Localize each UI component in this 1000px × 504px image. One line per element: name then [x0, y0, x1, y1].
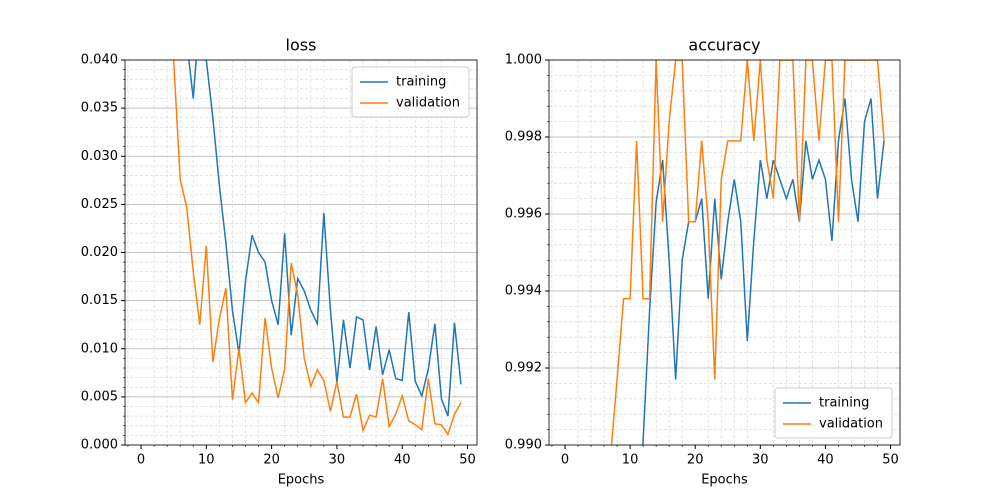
y-tick-label: 0.030	[81, 149, 118, 164]
legend-label: training	[819, 396, 869, 411]
y-tick-label: 0.040	[81, 53, 118, 68]
line	[642, 98, 885, 445]
panel: 0.000 0.005 0.010 0.015 0.020 0.025 0.030 0.035…	[81, 36, 478, 488]
y-tick-label: 1.000	[505, 53, 542, 68]
legend-box	[351, 66, 470, 118]
y-tick-label: 0.035	[81, 101, 118, 116]
x-tick-label: 50	[882, 453, 899, 468]
legend-label: training	[396, 75, 446, 90]
legend: training validation	[351, 66, 470, 118]
x-axis-label: Epochs	[278, 473, 325, 488]
line	[188, 60, 462, 417]
y-tick-label: 0.005	[81, 389, 118, 404]
panel: 0.990 0.992 0.994 0.996 0.998 1.000 0 10 20 30 40 5…	[505, 36, 901, 488]
y-tick-label: 0.992	[505, 361, 542, 376]
x-tick-label: 40	[817, 453, 834, 468]
y-tick-label: 0.996	[505, 207, 542, 222]
axes-frame	[124, 59, 478, 446]
chart-title: accuracy	[688, 36, 760, 55]
x-tick-label: 10	[622, 453, 639, 468]
x-tick-label: 20	[687, 453, 704, 468]
legend-box	[774, 387, 893, 439]
y-tick-label: 0.025	[81, 197, 118, 212]
x-tick-label: 0	[561, 453, 569, 468]
x-tick-label: 10	[198, 453, 215, 468]
x-tick-label: 50	[459, 453, 476, 468]
y-tick-label: 0.010	[81, 341, 118, 356]
axes-frame	[548, 59, 901, 446]
legend-label: validation	[819, 417, 883, 432]
x-tick-label: 40	[394, 453, 411, 468]
line	[610, 60, 885, 445]
y-tick-label: 0.020	[81, 245, 118, 260]
x-tick-label: 20	[263, 453, 280, 468]
y-tick-label: 0.015	[81, 293, 118, 308]
x-tick-label: 30	[329, 453, 346, 468]
legend: training validation	[774, 387, 893, 439]
x-axis-label: Epochs	[701, 473, 748, 488]
x-tick-label: 0	[137, 453, 145, 468]
chart-title: loss	[286, 36, 317, 55]
x-tick-label: 30	[752, 453, 769, 468]
y-tick-label: 0.998	[505, 130, 542, 145]
y-tick-label: 0.994	[505, 284, 542, 299]
y-tick-label: 0.000	[81, 438, 118, 453]
line	[172, 60, 462, 437]
y-tick-label: 0.990	[505, 438, 542, 453]
legend-label: validation	[396, 96, 460, 111]
